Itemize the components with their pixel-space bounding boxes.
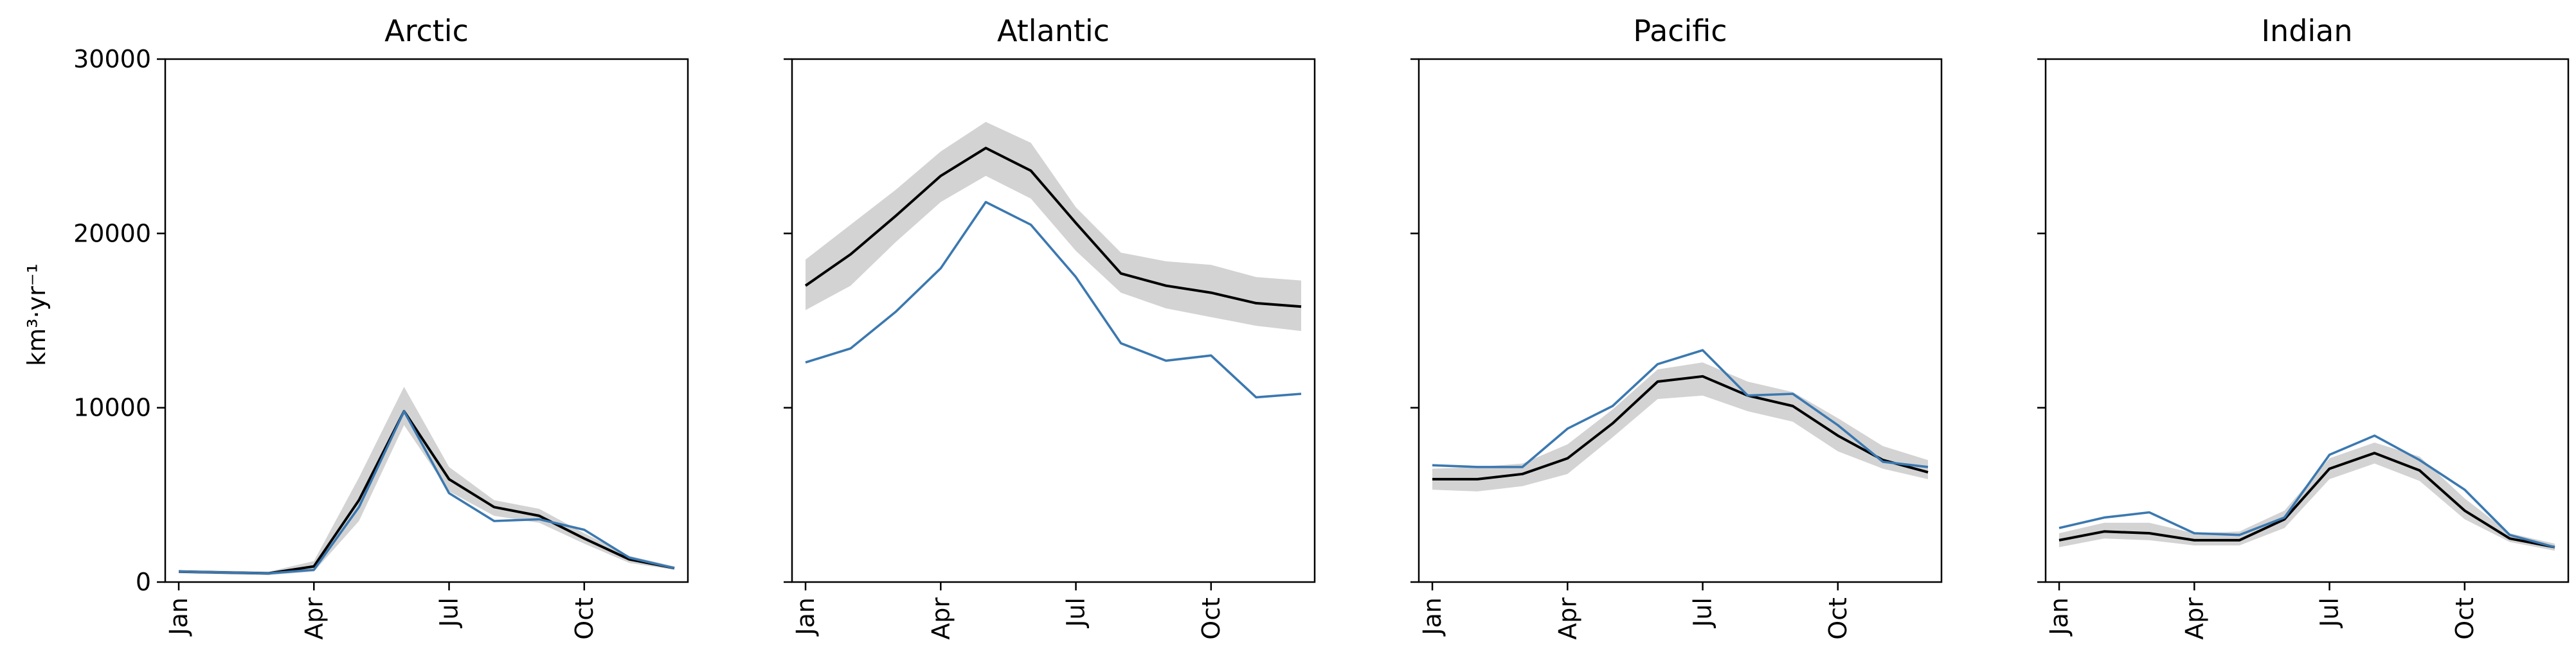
atlantic-xtick-label-oct: Oct bbox=[1197, 597, 1225, 640]
atlantic-xtick-label-apr: Apr bbox=[926, 597, 955, 640]
indian-xtick-label-apr: Apr bbox=[2180, 597, 2208, 640]
atlantic-mean-line bbox=[804, 146, 1302, 308]
pacific-range-band bbox=[1432, 362, 1928, 491]
atlantic-title: Atlantic bbox=[997, 13, 1110, 48]
indian-mean-line bbox=[2058, 452, 2555, 549]
pacific-xtick-label-jul: Jul bbox=[1689, 597, 1717, 628]
indian-title: Indian bbox=[2261, 13, 2352, 48]
arctic-ytick-label-20000: 20000 bbox=[73, 219, 151, 247]
atlantic-range-band bbox=[806, 121, 1301, 332]
arctic-xtick-label-oct: Oct bbox=[570, 597, 599, 640]
indian-xtick-label-jul: Jul bbox=[2316, 597, 2344, 628]
indian-obs-line bbox=[2058, 434, 2555, 549]
atlantic-xtick-label-jan: Jan bbox=[791, 597, 820, 637]
arctic-obs-line bbox=[178, 410, 675, 575]
indian-range-band bbox=[2059, 442, 2555, 551]
pacific-mean-line bbox=[1432, 375, 1929, 481]
arctic-ytick-label-0: 0 bbox=[136, 568, 151, 596]
pacific-xtick-label-oct: Oct bbox=[1824, 597, 1852, 640]
panel-atlantic: Jan Apr Jul Oct Atlantic bbox=[784, 13, 1316, 640]
arctic-title: Arctic bbox=[384, 13, 469, 48]
arctic-ytick-label-10000: 10000 bbox=[73, 394, 151, 422]
arctic-range-band bbox=[179, 387, 674, 576]
y-axis-label: km³·yr⁻¹ bbox=[23, 263, 51, 366]
indian-axes-frame bbox=[2044, 58, 2570, 583]
atlantic-axes-frame bbox=[791, 58, 1316, 583]
pacific-xtick-label-apr: Apr bbox=[1553, 597, 1581, 640]
atlantic-xtick-label-jul: Jul bbox=[1062, 597, 1090, 628]
pacific-obs-line bbox=[1432, 349, 1929, 468]
pacific-axes-frame bbox=[1418, 58, 1943, 583]
pacific-title: Pacific bbox=[1633, 13, 1727, 48]
arctic-xtick-label-jan: Jan bbox=[165, 597, 193, 637]
arctic-ytick-label-30000: 30000 bbox=[73, 45, 151, 73]
panel-pacific: Jan Apr Jul Oct Pacific bbox=[1410, 13, 1943, 640]
arctic-xtick-label-apr: Apr bbox=[300, 597, 328, 640]
indian-xtick-label-oct: Oct bbox=[2451, 597, 2479, 640]
atlantic-obs-line bbox=[805, 200, 1302, 399]
indian-xtick-label-jan: Jan bbox=[2045, 597, 2073, 637]
arctic-axes-frame bbox=[164, 58, 689, 583]
arctic-xtick-label-jul: Jul bbox=[435, 597, 464, 628]
panel-indian: Jan Apr Jul Oct Indian bbox=[2037, 13, 2570, 640]
pacific-xtick-label-jan: Jan bbox=[1418, 597, 1446, 637]
panel-arctic: 0 10000 20000 30000 Jan Apr Jul Oct Arctic bbox=[73, 13, 689, 640]
